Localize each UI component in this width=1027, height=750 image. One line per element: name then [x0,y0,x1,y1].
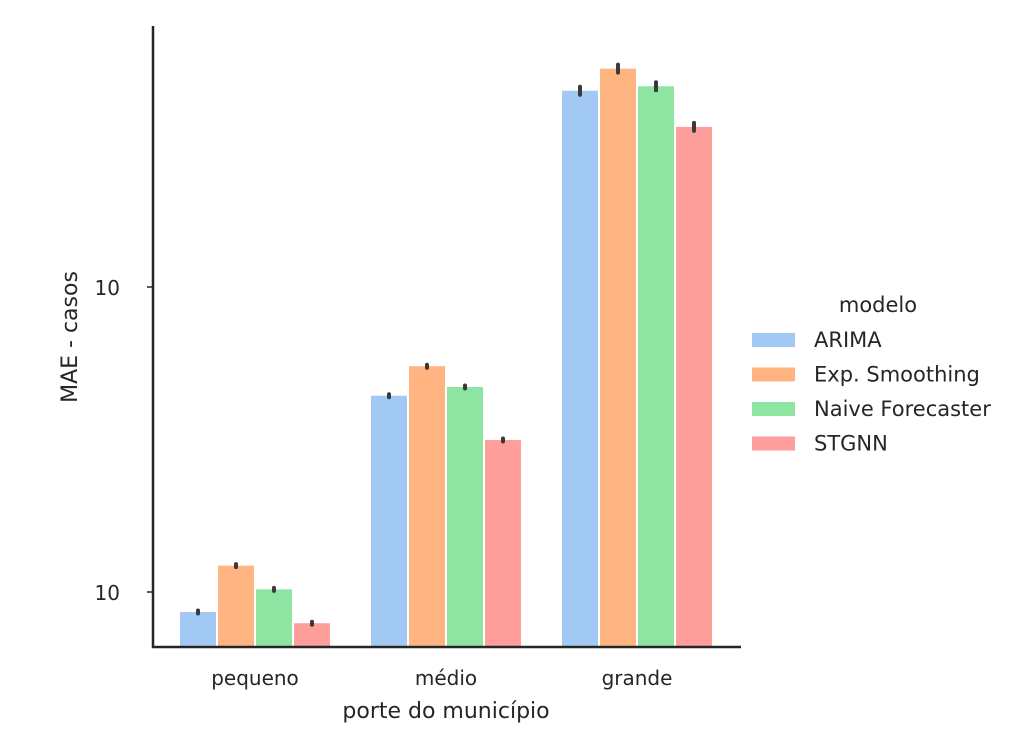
bar-stgnn-1 [485,440,521,647]
bar-stgnn-0 [294,623,330,647]
bar-naive-forecaster-1 [447,387,483,647]
bars-layer [180,68,712,648]
y-tick-label-1: 10 [95,276,120,300]
legend: modelo ARIMA Exp. Smoothing Naive Forecast… [752,293,991,456]
bar-exp-smoothing-2 [600,68,636,648]
legend-swatch-2 [752,402,795,416]
x-tick-label-1: médio [415,666,477,690]
x-axis-title: porte do município [342,699,549,724]
legend-label-1: Exp. Smoothing [814,363,980,387]
bar-arima-2 [562,90,598,647]
x-tick-label-2: grande [602,666,673,690]
legend-swatch-3 [752,436,795,451]
y-tick-label-0: 10 [95,581,120,605]
y-axis-title: MAE - casos [58,271,83,403]
bar-arima-0 [180,611,216,647]
bar-naive-forecaster-2 [638,86,674,648]
legend-label-0: ARIMA [814,328,882,352]
bar-exp-smoothing-1 [409,366,445,647]
legend-label-2: Naive Forecaster [814,397,991,421]
legend-items: ARIMA Exp. Smoothing Naive Forecaster STGNN [752,328,991,456]
y-tick-labels: 100101 [95,276,153,605]
x-tick-label-0: pequeno [211,666,299,690]
bar-naive-forecaster-0 [256,589,292,647]
legend-title: modelo [839,293,917,317]
bar-arima-1 [371,395,407,647]
legend-swatch-0 [752,333,795,347]
bar-stgnn-2 [676,126,712,648]
legend-label-3: STGNN [814,432,888,456]
bar-exp-smoothing-0 [218,565,254,647]
legend-swatch-1 [752,367,795,382]
error-bars-layer [196,62,696,627]
x-tick-labels: pequeno médio grande [211,666,672,690]
